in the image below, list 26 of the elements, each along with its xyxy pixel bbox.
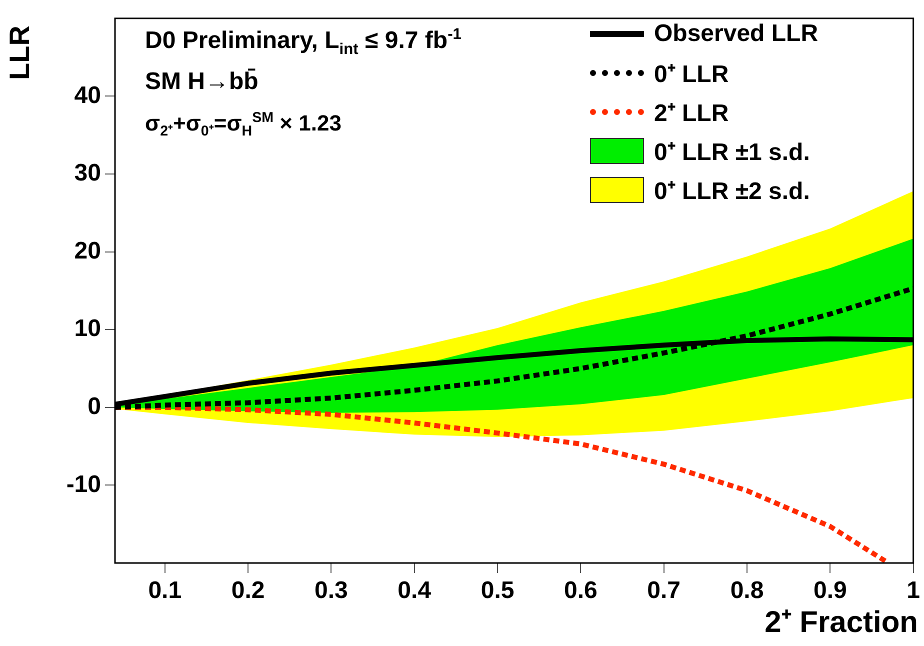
x-tick-label: 0.4 xyxy=(398,577,432,604)
y-tick-label: -10 xyxy=(66,470,101,498)
x-tick-label: 0.8 xyxy=(730,577,764,604)
legend-label: 2⁺ LLR xyxy=(654,99,729,128)
x-tick-label: 1 xyxy=(906,577,920,604)
y-tick-label: 20 xyxy=(74,237,101,264)
y-tick-label: 0 xyxy=(88,393,101,420)
x-tick-label: 0.2 xyxy=(231,577,265,604)
legend-label: 0⁺ LLR ±1 s.d. xyxy=(654,138,810,167)
legend-label: 0⁺ LLR ±2 s.d. xyxy=(654,177,810,206)
annotation: SM H→bb̄ xyxy=(145,68,258,96)
x-tick-label: 0.3 xyxy=(314,577,348,604)
y-tick-label: 30 xyxy=(74,160,101,187)
x-tick-label: 0.9 xyxy=(813,577,847,604)
legend-label: 0⁺ LLR xyxy=(654,60,729,89)
x-tick-label: 0.5 xyxy=(480,577,514,604)
y-axis-title: LLR xyxy=(4,26,36,80)
annotation: D0 Preliminary, L$_{int}$ ≤ 9.7 fb$^{-1}$ xyxy=(145,26,462,59)
x-tick-label: 0.6 xyxy=(564,577,598,604)
y-tick-label: 40 xyxy=(74,82,101,109)
x-tick-label: 0.1 xyxy=(148,577,182,604)
x-tick-label: 0.7 xyxy=(647,577,681,604)
y-tick-label: 10 xyxy=(74,315,101,342)
annotation: σ$_{2⁺}$+σ$_{0⁺}$=σ$_{H}$$^{SM}$ × 1.23 xyxy=(145,110,342,140)
legend-label: Observed LLR xyxy=(654,20,818,48)
x-axis-title: 2⁺ Fraction xyxy=(764,606,918,639)
